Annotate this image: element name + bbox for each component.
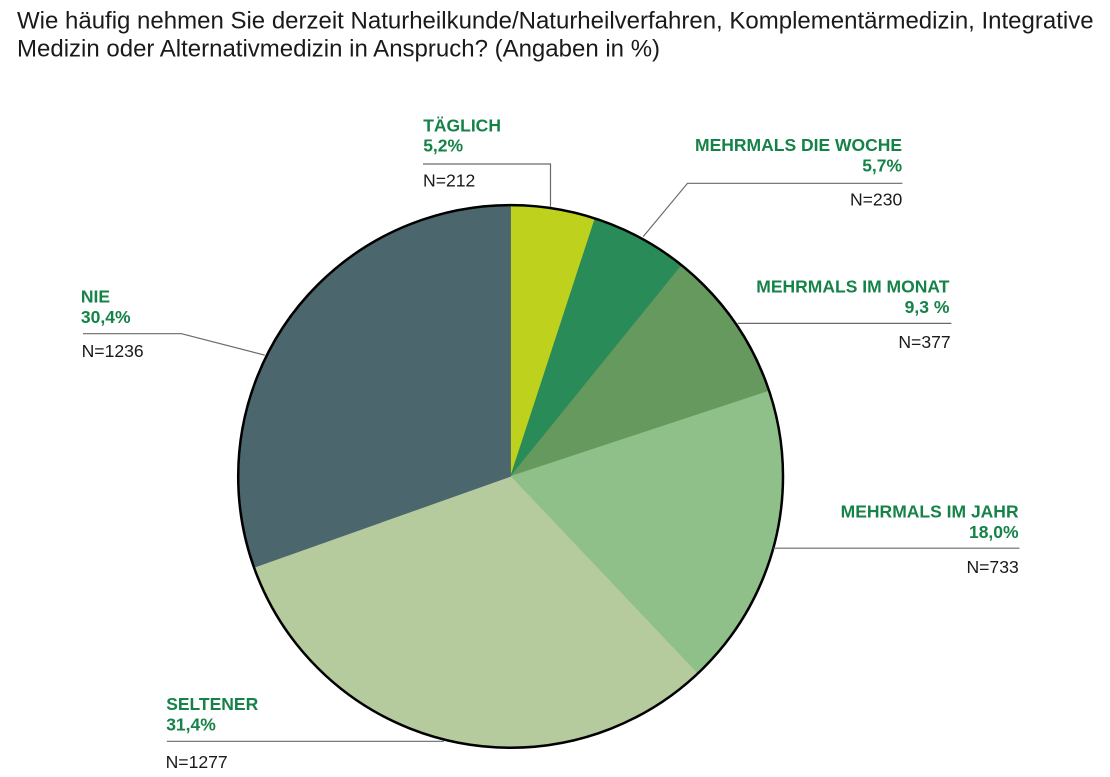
svg-text:NIE: NIE bbox=[81, 286, 110, 306]
svg-text:5,7%: 5,7% bbox=[862, 155, 902, 175]
svg-text:TÄGLICH: TÄGLICH bbox=[423, 116, 501, 136]
svg-text:N=212: N=212 bbox=[423, 171, 475, 191]
svg-text:MEHRMALS IM MONAT: MEHRMALS IM MONAT bbox=[756, 276, 949, 296]
svg-text:5,2%: 5,2% bbox=[423, 136, 463, 156]
svg-text:MEHRMALS IM JAHR: MEHRMALS IM JAHR bbox=[841, 501, 1019, 521]
svg-text:18,0%: 18,0% bbox=[969, 522, 1019, 542]
svg-text:N=230: N=230 bbox=[850, 190, 903, 210]
svg-text:9,3 %: 9,3 % bbox=[905, 297, 950, 317]
svg-text:31,4%: 31,4% bbox=[166, 715, 216, 735]
svg-text:N=733: N=733 bbox=[966, 557, 1019, 577]
svg-text:Medizin oder Alternativmedizin: Medizin oder Alternativmedizin in Anspru… bbox=[17, 36, 660, 63]
svg-text:SELTENER: SELTENER bbox=[166, 694, 258, 714]
svg-text:MEHRMALS DIE WOCHE: MEHRMALS DIE WOCHE bbox=[695, 135, 902, 155]
svg-text:N=377: N=377 bbox=[898, 332, 950, 352]
svg-text:30,4%: 30,4% bbox=[81, 307, 131, 327]
svg-text:Wie häufig nehmen Sie derzeit: Wie häufig nehmen Sie derzeit Naturheilk… bbox=[17, 7, 1094, 34]
svg-text:N=1236: N=1236 bbox=[82, 341, 144, 361]
svg-text:N=1277: N=1277 bbox=[166, 752, 228, 772]
